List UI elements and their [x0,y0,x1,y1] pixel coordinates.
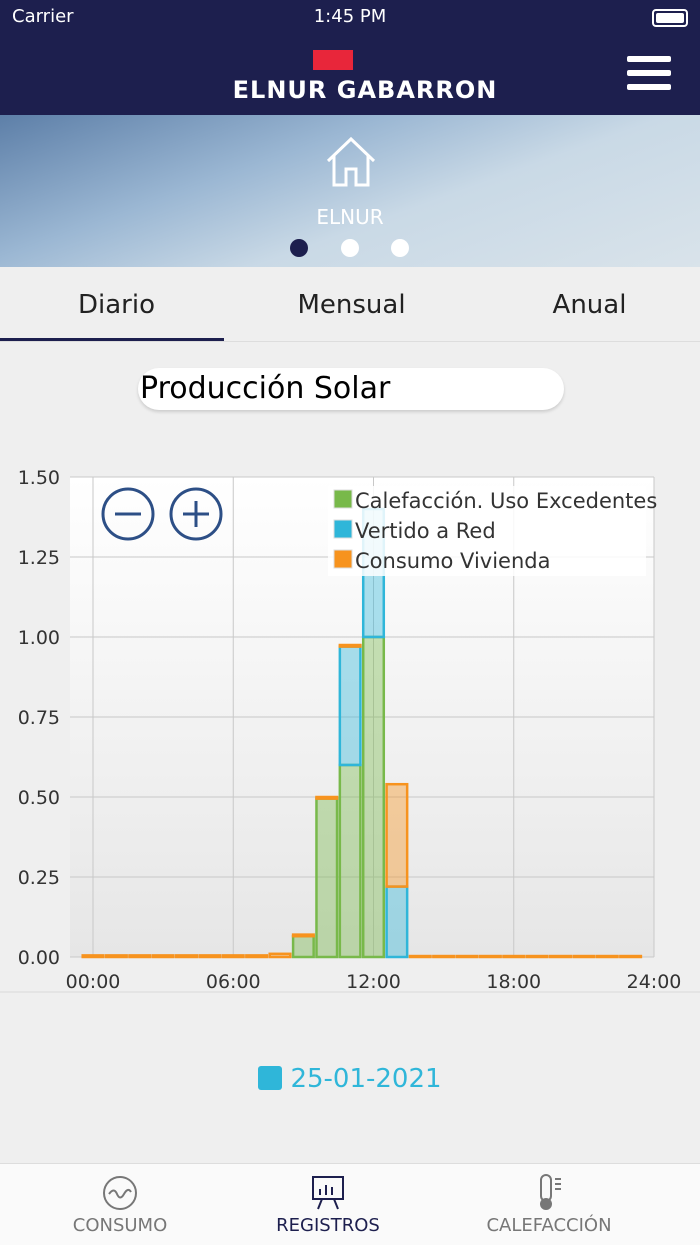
bar-segment [291,934,315,959]
bar-segment [174,954,199,959]
chart-title: Producción Solar [138,368,564,410]
bar-segment [619,954,643,959]
bar-segment [104,954,128,959]
battery [652,9,688,27]
nav-item[interactable]: REGISTROS [276,1215,380,1236]
bar-segment [548,954,573,959]
y-tick-label: 1.00 [18,627,60,649]
bar-segment [338,645,362,767]
date: 25-01-2021 [290,1064,442,1094]
button-ring [101,487,155,541]
bar-segment [408,954,432,959]
x-tick-label: 06:00 [206,971,261,993]
header: Carrier 1:45 PM ELNUR GABARRON [0,0,700,115]
legend-label: Calefacción. Uso Excedentes [355,489,657,513]
bar-segment [245,954,269,959]
consumo-icon [103,1176,137,1210]
carrier: Carrier [12,6,74,27]
nav-item[interactable]: CONSUMO [72,1215,168,1236]
legend-label: Consumo Vivienda [355,549,550,573]
bar-segment [361,635,386,959]
x-tick-label: 18:00 [486,971,541,993]
x-tick-label: 12:00 [346,971,401,993]
menu-button[interactable] [627,56,671,90]
x-tick-label: 00:00 [66,971,121,993]
bar-segment [315,797,339,959]
chart: 0.00 0.25 0.50 0.75 1.00 1.25 1.50 00:00 06:00 12… [0,467,700,993]
x-tick-label: 24:00 [627,971,682,993]
site-name: ELNUR [316,205,384,229]
legend-swatch [333,519,353,539]
y-tick-label: 0.25 [18,867,60,889]
logo-mark [313,50,353,70]
y-tick-label: 0.75 [18,707,60,729]
bar-segment [291,933,315,938]
home-icon [326,136,376,187]
page-dot[interactable] [290,239,308,257]
bar-segment [595,954,619,959]
banner: ELNUR [0,115,700,267]
button-ring [169,487,223,541]
bar-segment [572,954,596,959]
tab-indicator [0,338,224,342]
bar-segment [151,954,175,959]
bar-segment [268,952,292,959]
bar-segment [478,954,502,959]
divider [0,341,700,342]
bar-segment [221,954,245,959]
tab[interactable]: Mensual [297,289,406,320]
clock: 1:45 PM [313,6,387,27]
legend-swatch [333,489,353,509]
y-tick-label: 1.50 [18,467,60,489]
legend-label: Vertido a Red [355,519,496,543]
bar-segment [455,954,479,959]
bar-segment [81,954,105,959]
bar-segment [198,954,222,959]
nav-item[interactable]: CALEFACCIÓN [486,1215,612,1236]
bar-segment [502,954,526,959]
zoom-out-button[interactable] [101,487,155,541]
tab[interactable]: Diario [78,289,155,320]
brand: ELNUR GABARRON [232,76,498,104]
bar-segment [128,954,152,959]
tab[interactable]: Anual [552,289,627,320]
y-tick-label: 0.00 [18,947,60,969]
bar-segment [338,763,362,959]
calefaccion-icon [540,1174,561,1210]
legend-swatch [333,549,353,569]
page-dot[interactable] [391,239,409,257]
legend-box [328,486,646,576]
bar-segment [385,782,409,888]
bar-segment [315,795,339,800]
y-tick-label: 0.50 [18,787,60,809]
bar-segment [525,954,549,959]
registros-icon [312,1176,344,1210]
bar-segment [432,954,456,959]
bar-segment [338,643,362,648]
page-dot[interactable] [341,239,359,257]
date-picker[interactable]: 25-01-2021 [0,1064,700,1094]
bar-segment [385,885,409,959]
zoom-in-button[interactable] [169,487,223,541]
y-tick-label: 1.25 [18,547,60,569]
